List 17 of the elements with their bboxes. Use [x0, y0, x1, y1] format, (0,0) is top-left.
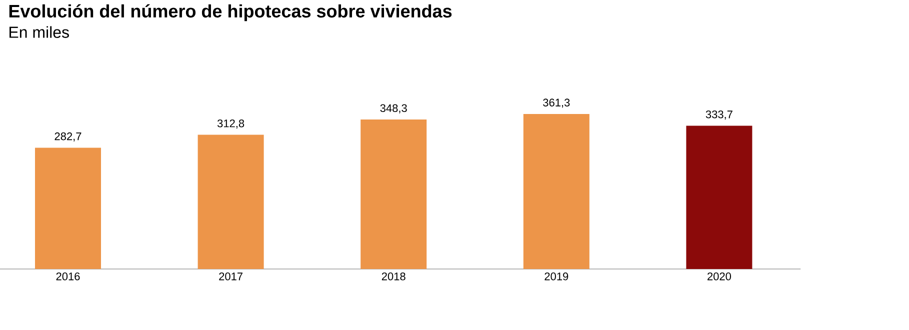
data-label: 348,3 [380, 104, 407, 114]
x-tick-label: 2020 [708, 272, 732, 280]
x-tick-label: 2018 [382, 272, 406, 280]
bar [35, 148, 101, 269]
data-label: 361,3 [543, 98, 570, 108]
data-label: 312,8 [217, 119, 244, 129]
chart-title: Evolución del número de hipotecas sobre viviendas [9, 4, 452, 22]
bar [198, 134, 264, 269]
chart-subtitle: En miles [10, 26, 69, 38]
x-tick-label: 2016 [56, 272, 80, 280]
data-label: 282,7 [54, 132, 82, 142]
bar [360, 120, 427, 269]
x-tick-label: 2019 [544, 272, 568, 280]
data-label: 333,7 [706, 110, 732, 120]
x-tick-label: 2017 [219, 272, 242, 280]
bar [686, 126, 752, 269]
bar [523, 114, 590, 269]
